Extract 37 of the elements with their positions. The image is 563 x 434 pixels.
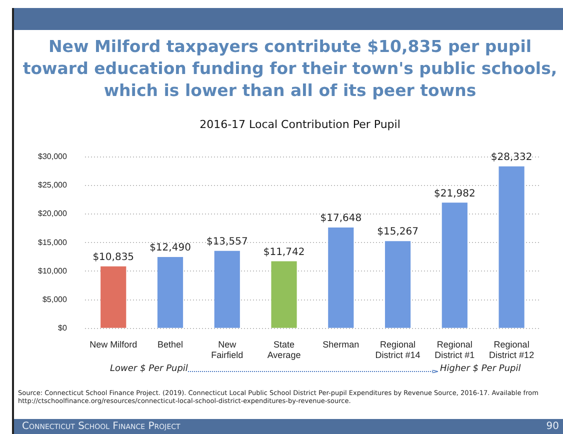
- bar: [442, 202, 468, 328]
- y-tick-label: $0: [58, 324, 68, 333]
- bar: [100, 266, 126, 328]
- data-label: $10,835: [92, 252, 134, 264]
- x-tick-label: Regional District #14: [375, 339, 420, 360]
- chart-title: New Milford taxpayers contribute $10,835 per pupil toward education funding for their town's public schools, which is lower than all of its peer towns: [22, 36, 558, 102]
- x-tick-label: Sherman: [322, 339, 360, 350]
- data-label: $11,742: [263, 246, 305, 258]
- bar: [328, 227, 354, 328]
- bar: [384, 241, 411, 328]
- x-tick-label: Bethel: [157, 339, 184, 350]
- y-tick-label: $15,000: [38, 238, 68, 247]
- text: 90: [546, 420, 559, 434]
- x-tick-label: New Milford: [90, 339, 138, 350]
- y-tick-label: $20,000: [38, 209, 68, 218]
- x-tick-label: New Fairfield: [211, 339, 244, 360]
- x-tick-label: Regional District #12: [489, 339, 534, 360]
- text: Connecticut School Finance Project: [22, 420, 180, 434]
- bar: [498, 166, 524, 328]
- y-tick-label: $5,000: [42, 295, 68, 304]
- data-label: $15,267: [377, 226, 418, 238]
- y-tick-label: $30,000: [38, 152, 68, 162]
- data-label: $13,557: [206, 236, 248, 248]
- x-tick-label: State Average: [267, 339, 301, 360]
- bar: [271, 261, 297, 328]
- data-label: $12,490: [150, 242, 191, 254]
- chart-subtitle: 2016-17 Local Contribution Per Pupil: [198, 118, 402, 131]
- bar: [214, 250, 240, 328]
- data-label: $28,332: [490, 152, 532, 163]
- text: Lower $ Per Pupil: [110, 364, 188, 374]
- x-tick-label: Regional District #1: [434, 339, 475, 360]
- data-label: $21,982: [434, 188, 476, 200]
- y-tick-label: $10,000: [38, 266, 68, 276]
- bar: [157, 256, 184, 328]
- y-tick-label: $25,000: [38, 180, 68, 190]
- data-label: $17,648: [320, 213, 362, 224]
- text: Higher $ Per Pupil: [440, 364, 521, 374]
